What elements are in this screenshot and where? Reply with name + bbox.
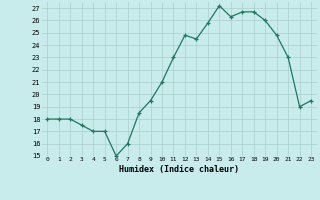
X-axis label: Humidex (Indice chaleur): Humidex (Indice chaleur) bbox=[119, 165, 239, 174]
